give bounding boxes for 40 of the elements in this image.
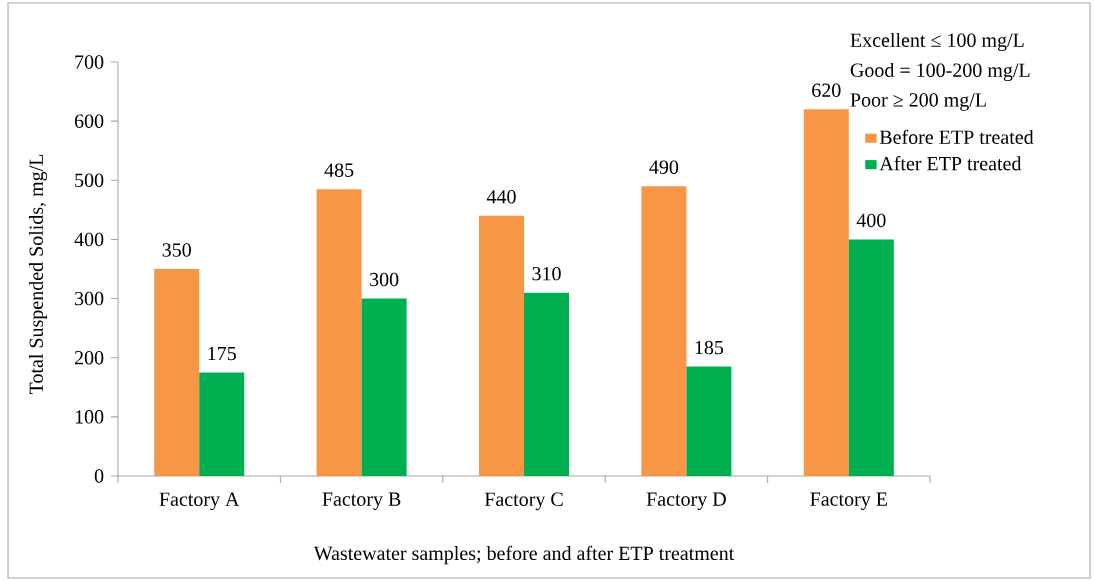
data-label: 620 (812, 83, 841, 98)
y-tick-label: 700 (75, 55, 104, 69)
y-tick-label: 600 (74, 114, 104, 128)
x-tick-label: Factory C (484, 492, 563, 511)
bar (524, 292, 569, 476)
bar (641, 186, 687, 476)
y-tick-label: 300 (75, 291, 104, 306)
data-label: 175 (208, 346, 236, 361)
legend-label: After ETP treated (879, 156, 1022, 171)
x-tick-label: Factory E (810, 492, 887, 510)
data-label: 310 (532, 266, 561, 281)
bar (803, 109, 849, 476)
annotation: Poor ≥ 200 mg/L (850, 93, 986, 111)
data-label: 350 (162, 243, 191, 257)
data-label: 440 (486, 190, 516, 204)
text: Excellent ≤ 100 mg/L (850, 32, 1024, 52)
bar (199, 372, 245, 476)
bar (848, 239, 894, 476)
bar (154, 268, 200, 476)
x-tick-label: Factory B (322, 492, 401, 510)
y-tick-label: 400 (74, 232, 104, 247)
bar (686, 366, 732, 476)
y-tick-label: 200 (74, 350, 104, 365)
data-label: 185 (695, 340, 724, 355)
annotation: Good = 100-200 mg/L (850, 62, 1030, 82)
legend-label: Before ETP treated (879, 129, 1034, 144)
bar (479, 215, 524, 476)
y-tick-label: 0 (94, 469, 104, 483)
y-axis-title: Total Suspended Solids, mg/L (28, 154, 48, 395)
x-tick-label: Factory D (646, 492, 726, 510)
bar (316, 189, 362, 476)
data-label: 400 (856, 213, 886, 228)
x-tick-label: Factory A (159, 492, 240, 511)
bar (361, 298, 407, 476)
x-axis-title: Wastewater samples; before and after ETP treatment (313, 545, 735, 565)
data-label: 490 (649, 160, 679, 174)
data-label: 485 (324, 163, 354, 177)
y-tick-label: 500 (75, 173, 104, 188)
data-label: 300 (370, 272, 399, 287)
y-tick-label: 100 (75, 410, 104, 424)
